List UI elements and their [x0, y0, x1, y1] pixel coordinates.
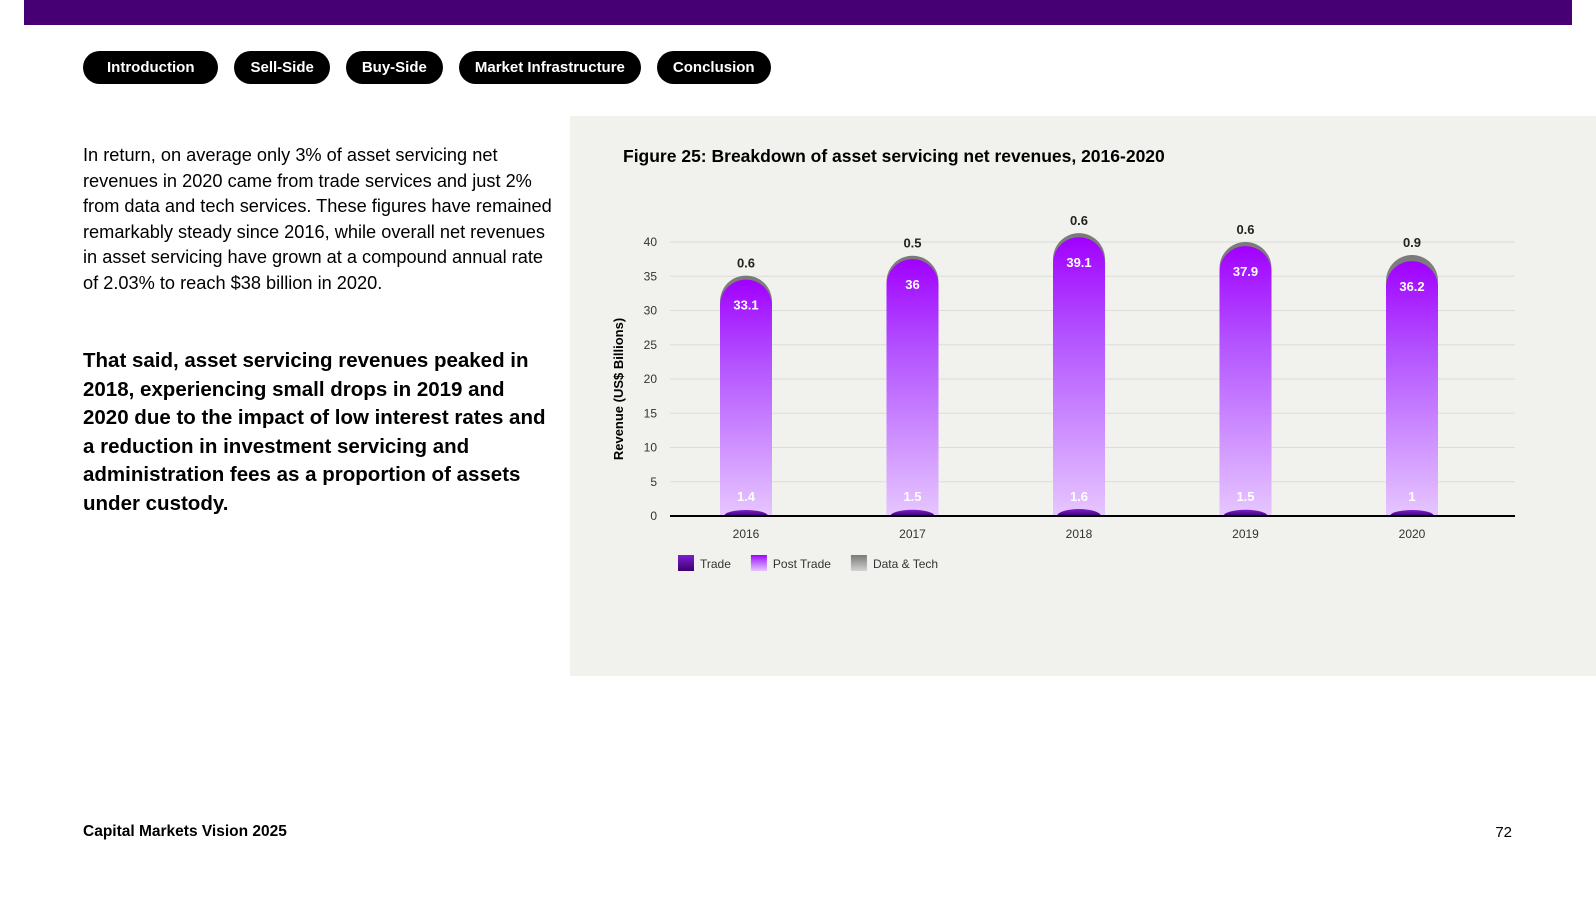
data-label-data-tech: 0.9: [1403, 235, 1421, 250]
nav-conclusion[interactable]: Conclusion: [656, 51, 771, 84]
y-tick-label: 10: [644, 441, 658, 455]
legend-label: Data & Tech: [873, 557, 938, 571]
section-nav: Introduction Sell-Side Buy-Side Market I…: [83, 51, 771, 84]
y-tick-label: 5: [650, 475, 657, 489]
data-label-data-tech: 0.6: [1070, 213, 1088, 228]
bars: 0.6 33.1 1.4 0.5 36 1.5 0.6 39.1 1.6 0.6 37.9 1.5 0.…: [720, 213, 1438, 517]
y-tick-label: 15: [644, 406, 658, 420]
data-label-trade: 1.5: [903, 489, 921, 504]
legend-label: Trade: [700, 557, 731, 571]
x-tick-label: 2020: [1399, 527, 1426, 541]
bar-post-trade: [1219, 246, 1272, 517]
data-label-post-trade: 39.1: [1066, 255, 1091, 270]
top-bar: [24, 0, 1572, 25]
data-label-post-trade: 33.1: [733, 298, 758, 313]
y-tick-label: 20: [644, 372, 658, 386]
data-label-post-trade: 36.2: [1399, 279, 1424, 294]
bar-trade: [1390, 510, 1434, 516]
y-tick-label: 40: [644, 235, 658, 249]
data-label-post-trade: 36: [905, 277, 919, 292]
bar-post-trade: [886, 259, 939, 516]
figure-title: Figure 25: Breakdown of asset servicing …: [623, 146, 1165, 166]
data-label-data-tech: 0.6: [737, 256, 755, 271]
data-label-data-tech: 0.5: [903, 236, 921, 251]
x-tick-label: 2018: [1066, 527, 1093, 541]
y-tick-label: 0: [650, 509, 657, 523]
data-label-trade: 1.4: [737, 489, 756, 504]
y-tick-labels: 0 5 10 15 20 25 30 35 40: [644, 235, 658, 523]
footer-title: Capital Markets Vision 2025: [83, 823, 287, 840]
legend: Trade Post Trade Data & Tech: [678, 555, 938, 571]
page-number: 72: [1495, 824, 1512, 841]
bar-trade: [1223, 509, 1268, 516]
y-tick-label: 35: [644, 269, 658, 283]
y-axis-label: Revenue (US$ Billions): [611, 318, 626, 460]
nav-sell-side[interactable]: Sell-Side: [234, 51, 330, 84]
data-label-data-tech: 0.6: [1236, 222, 1254, 237]
body-paragraph: In return, on average only 3% of asset s…: [83, 145, 552, 293]
legend-swatch: [850, 555, 867, 571]
x-tick-label: 2017: [899, 527, 926, 541]
nav-introduction[interactable]: Introduction: [83, 51, 219, 84]
data-label-trade: 1.5: [1236, 489, 1254, 504]
x-tick-label: 2019: [1232, 527, 1259, 541]
bar-post-trade: [1386, 261, 1438, 516]
highlight-paragraph: That said, asset servicing revenues peak…: [83, 349, 546, 515]
data-label-post-trade: 37.9: [1233, 264, 1258, 279]
nav-buy-side[interactable]: Buy-Side: [345, 51, 443, 84]
bar-trade: [890, 509, 935, 516]
y-tick-label: 25: [644, 338, 658, 352]
data-label-trade: 1: [1408, 489, 1415, 504]
bar-trade: [724, 510, 768, 516]
bar-post-trade: [1053, 237, 1105, 516]
legend-swatch: [750, 555, 767, 571]
bar-post-trade: [720, 279, 772, 516]
data-label-trade: 1.6: [1070, 489, 1088, 504]
nav-market-infrastructure[interactable]: Market Infrastructure: [458, 51, 641, 84]
bar-trade: [1057, 509, 1101, 516]
y-tick-label: 30: [644, 304, 658, 318]
x-tick-labels: 2016 2017 2018 2019 2020: [733, 527, 1426, 541]
legend-swatch: [678, 555, 694, 571]
legend-label: Post Trade: [773, 557, 831, 571]
x-tick-label: 2016: [733, 527, 760, 541]
